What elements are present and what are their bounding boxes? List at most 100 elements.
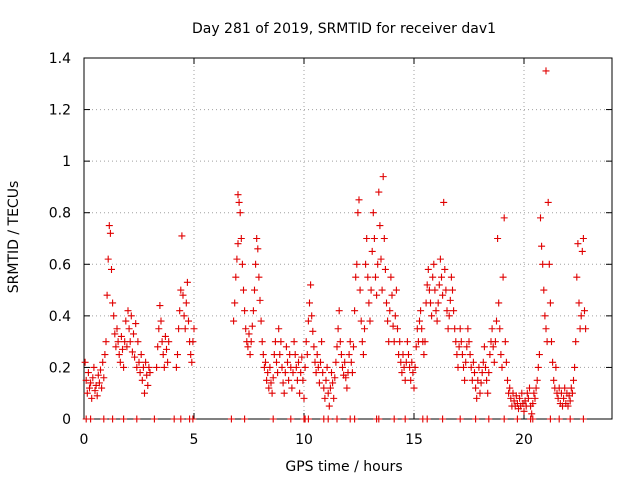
data-point [364, 273, 372, 281]
data-point [258, 338, 266, 346]
data-point [430, 260, 438, 268]
zero-data-point [500, 415, 508, 423]
data-point [374, 260, 382, 268]
data-point [275, 325, 283, 333]
data-point [325, 402, 333, 410]
zero-data-point [324, 415, 332, 423]
data-point [542, 325, 550, 333]
data-point [131, 353, 139, 361]
y-tick-label: 0.8 [49, 206, 71, 222]
zero-data-point [579, 415, 587, 423]
data-point [356, 286, 364, 294]
data-point [396, 338, 404, 346]
data-point [450, 307, 458, 315]
zero-data-point [269, 415, 277, 423]
data-point [432, 307, 440, 315]
data-point [248, 322, 256, 330]
data-point [292, 363, 300, 371]
data-point [424, 265, 432, 273]
data-point [119, 345, 126, 353]
data-point [279, 379, 287, 387]
zero-data-point [566, 415, 574, 423]
zero-data-point [241, 415, 249, 423]
data-point [334, 325, 342, 333]
data-point [251, 286, 258, 294]
data-point [482, 363, 489, 371]
data-point [296, 389, 304, 397]
data-point [500, 214, 508, 222]
data-point [447, 273, 455, 281]
data-point [350, 343, 357, 351]
data-point [532, 384, 540, 392]
data-point [321, 394, 329, 402]
data-point [377, 255, 385, 263]
data-point [442, 286, 450, 294]
data-point [91, 387, 99, 395]
data-point [95, 379, 103, 387]
data-point [501, 338, 509, 346]
data-point [524, 394, 532, 402]
zero-data-point [287, 415, 295, 423]
data-point [93, 392, 101, 400]
data-point [466, 351, 474, 359]
data-point [177, 286, 185, 294]
zero-data-point [546, 415, 554, 423]
data-point [134, 338, 142, 346]
data-point [309, 327, 317, 335]
data-point [567, 384, 575, 392]
zero-data-point [133, 415, 141, 423]
data-point [90, 363, 98, 371]
data-point [353, 260, 361, 268]
data-point [469, 358, 477, 366]
data-point [458, 351, 466, 359]
data-point [493, 317, 500, 325]
data-point [178, 232, 186, 240]
data-point [427, 299, 434, 307]
data-point [291, 351, 299, 359]
data-point [289, 369, 297, 377]
data-point [582, 325, 590, 333]
data-point [269, 374, 277, 382]
data-point [332, 358, 340, 366]
chart-title: Day 281 of 2019, SRMTID for receiver dav… [192, 21, 496, 37]
data-point [159, 351, 167, 359]
data-point [179, 291, 187, 299]
data-point [337, 351, 345, 359]
data-point [434, 299, 442, 307]
data-point [115, 351, 123, 359]
data-point [109, 299, 117, 307]
data-point [241, 307, 249, 315]
x-tick-label: 20 [515, 432, 533, 448]
data-point [471, 369, 478, 377]
data-point [560, 394, 568, 402]
data-point [496, 325, 504, 333]
y-tick-label: 0.4 [49, 309, 71, 325]
data-point [383, 299, 390, 307]
zero-data-point [120, 415, 128, 423]
zero-data-point [513, 415, 521, 423]
data-point [420, 351, 428, 359]
x-tick-label: 15 [405, 432, 423, 448]
data-point [479, 358, 487, 366]
data-point [231, 299, 239, 307]
data-point [125, 325, 133, 333]
data-point [303, 351, 311, 359]
data-point [288, 384, 296, 392]
data-point [405, 351, 412, 359]
data-point [304, 317, 312, 325]
data-point [189, 338, 197, 346]
data-point [445, 312, 453, 320]
data-point [439, 291, 447, 299]
data-point [575, 299, 583, 307]
data-point [354, 209, 362, 217]
data-point [418, 325, 426, 333]
data-point [537, 214, 544, 222]
data-point [457, 338, 465, 346]
data-point [476, 389, 484, 397]
data-point [290, 338, 298, 346]
data-point [348, 369, 356, 377]
data-point [351, 307, 359, 315]
data-point [581, 307, 588, 315]
data-point [357, 317, 365, 325]
